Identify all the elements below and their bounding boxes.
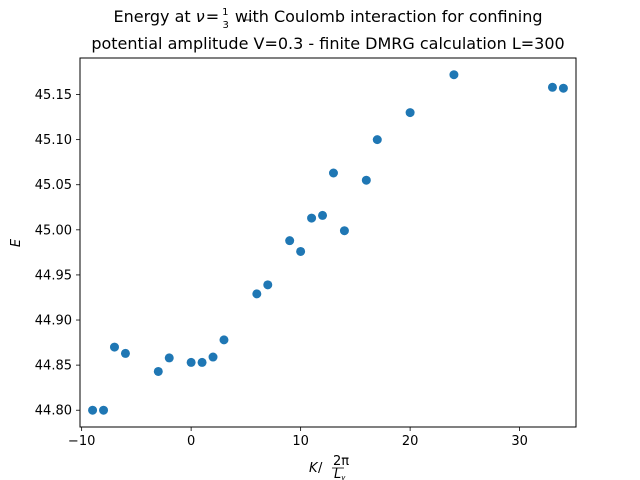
title-frac-num: 1	[222, 7, 228, 18]
data-point	[361, 175, 371, 185]
data-point	[285, 236, 295, 246]
data-point	[164, 353, 174, 363]
y-tick-label: 44.85	[35, 359, 72, 374]
data-point	[405, 108, 415, 118]
x-tick-label: 30	[511, 434, 528, 449]
data-point	[328, 168, 338, 178]
data-point	[153, 366, 163, 376]
y-axis-ticks: 44.80 44.85 44.90 44.95 45.00 45.05 45.10 45.15	[35, 88, 80, 419]
chart-title-line2: potential amplitude V=0.3 - finite DMRG …	[91, 34, 564, 53]
data-point	[109, 342, 119, 352]
data-point	[547, 82, 557, 92]
data-points	[88, 70, 568, 415]
data-point	[263, 280, 273, 290]
y-tick-label: 45.10	[35, 133, 72, 148]
y-tick-label: 45.00	[35, 223, 72, 238]
data-point	[339, 226, 349, 236]
x-axis-label-k: K	[309, 461, 319, 476]
data-point	[88, 405, 98, 415]
data-point	[252, 289, 262, 299]
data-point	[296, 246, 306, 256]
y-axis-label: E	[9, 238, 24, 247]
plot-area	[79, 57, 577, 428]
data-point	[197, 357, 207, 367]
x-axis-label-frac-num: 2π	[333, 454, 349, 469]
y-tick-label: 44.95	[35, 268, 72, 283]
x-axis-label-sep: /	[318, 461, 323, 476]
data-point	[307, 213, 317, 223]
data-point	[99, 405, 109, 415]
data-point	[318, 210, 328, 220]
x-tick-label: −10	[68, 434, 95, 449]
data-point	[120, 348, 130, 358]
x-tick-label: 0	[187, 434, 195, 449]
y-tick-label: 45.05	[35, 178, 72, 193]
data-point	[558, 83, 568, 93]
x-axis-ticks: −10 0 10 20 30	[68, 427, 528, 449]
title-frac-den: 3	[222, 20, 228, 31]
chart-title-line1: Energy at ν= 1 3 with Coulomb interaction …	[113, 7, 542, 31]
chart-title: Energy at ν= 1 3 with Coulomb interaction …	[91, 7, 564, 53]
y-tick-label: 45.15	[35, 88, 72, 103]
data-point	[219, 335, 229, 345]
data-point	[208, 352, 218, 362]
x-tick-label: 10	[292, 434, 309, 449]
y-tick-label: 44.80	[35, 404, 72, 419]
data-point	[372, 135, 382, 145]
x-tick-label: 20	[402, 434, 419, 449]
data-point	[186, 357, 196, 367]
axes-frame	[79, 57, 577, 428]
x-axis-label-frac-den: Ly	[334, 467, 346, 480]
x-axis-label: K / 2π Ly	[309, 454, 349, 480]
y-tick-label: 44.90	[35, 314, 72, 329]
data-point	[449, 70, 459, 80]
